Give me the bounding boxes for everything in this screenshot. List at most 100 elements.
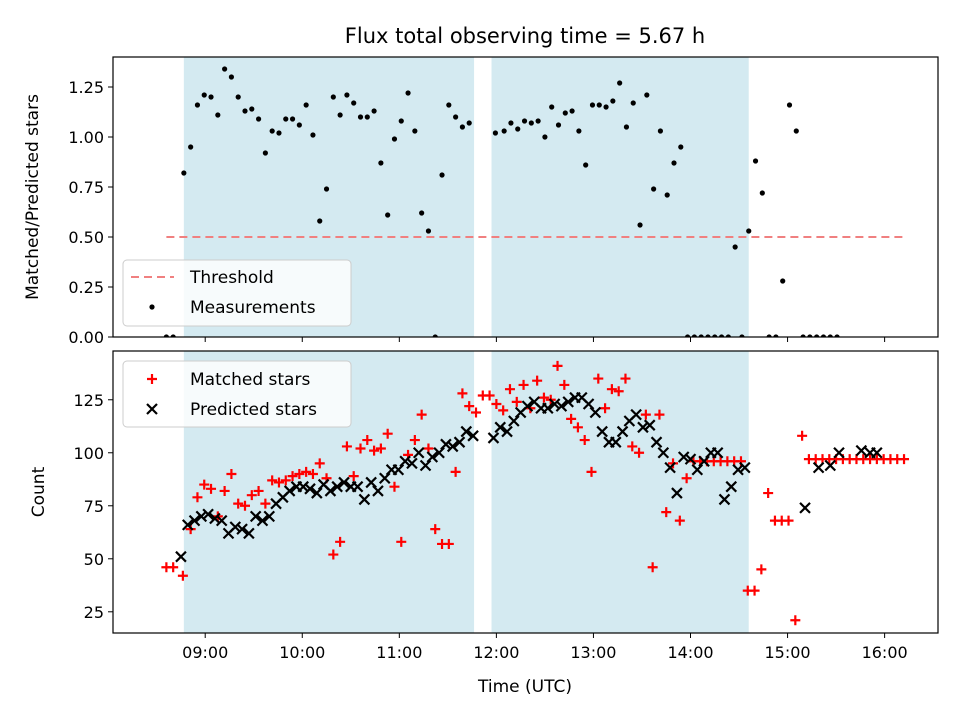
measurement-point [549, 104, 555, 110]
observing-window-2 [491, 57, 749, 337]
measurement-point [664, 192, 670, 198]
legend: Threshold Measurements [122, 259, 352, 327]
matched-star-point [511, 396, 522, 407]
measurement-point [562, 110, 568, 116]
matched-star-point [613, 386, 624, 397]
matched-star-point [206, 483, 217, 494]
measurement-point [793, 128, 799, 134]
measurement-point [222, 66, 228, 72]
predicted-star-point [650, 436, 663, 448]
matched-star-point [307, 468, 318, 479]
predicted-star-point [732, 463, 744, 476]
measurement-point [459, 124, 466, 130]
measurement-point [820, 334, 827, 337]
predicted-star-point [664, 461, 676, 474]
matched-star-point [267, 475, 278, 486]
predicted-star-point [188, 514, 201, 527]
matched-star-point [328, 549, 339, 560]
measurement-point [657, 128, 664, 134]
matched-star-point [362, 435, 373, 446]
predicted-star-point [812, 461, 825, 474]
plot-area [163, 66, 905, 337]
measurement-point [378, 160, 384, 166]
predicted-star-point [209, 512, 221, 525]
matched-star-point [287, 471, 298, 482]
matched-star-point [335, 536, 346, 547]
panel-frame [112, 56, 939, 338]
predicted-star-point [412, 446, 425, 459]
measurement-point [446, 102, 452, 108]
measurement-point [834, 334, 840, 337]
measurement-point [569, 108, 575, 114]
measurement-point [276, 130, 282, 136]
y-axis-label: Count [29, 466, 49, 517]
measurement-point [617, 80, 623, 86]
legend-predicted-label: Predicted stars [190, 400, 317, 420]
measurement-point [188, 144, 194, 150]
matched-star-point [443, 538, 454, 549]
y-tick-label: 125 [73, 391, 104, 410]
matched-star-point [749, 585, 760, 596]
predicted-star-point [494, 421, 507, 434]
legend-box [122, 259, 352, 327]
predicted-star-point [453, 436, 466, 448]
matched-star-point [559, 379, 570, 390]
matched-star-point [790, 615, 801, 626]
predicted-star-point [399, 455, 411, 468]
measurement-point [603, 104, 609, 110]
predicted-star-point [855, 444, 868, 457]
plot-area [161, 360, 910, 626]
predicted-star-point [589, 406, 602, 419]
matched-star-point [593, 373, 604, 384]
predicted-star-point [215, 514, 228, 527]
legend-box [122, 360, 352, 428]
x-axis-label: Time (UTC) [477, 677, 572, 697]
matched-star-point [457, 388, 468, 399]
matched-star-point [586, 466, 597, 477]
predicted-star-point [446, 440, 459, 453]
measurement-point [780, 278, 786, 284]
x-tick-label: 13:00 [570, 643, 616, 662]
predicted-star-point [718, 493, 731, 506]
matched-star-point [382, 428, 393, 439]
predicted-star-point [562, 396, 574, 408]
measurement-point [705, 334, 711, 337]
measurement-point [181, 170, 187, 176]
measurement-point [357, 114, 364, 120]
y-tick-label: 0.75 [68, 178, 104, 197]
measurement-point [163, 334, 169, 337]
predicted-star-point [249, 510, 262, 523]
matched-star-point [674, 515, 685, 526]
y-tick-label: 0.50 [68, 228, 104, 247]
measurement-point [637, 222, 643, 228]
matched-star-point [355, 443, 366, 454]
predicted-star-point [698, 455, 710, 468]
measurement-point [501, 128, 507, 134]
predicted-star-point [671, 487, 683, 499]
matched-star-point [396, 536, 407, 547]
legend: Matched stars Predicted stars [122, 360, 352, 428]
matched-star-point [763, 488, 774, 499]
observing-window-2 [491, 351, 749, 633]
measurement-point [351, 100, 357, 106]
matched-star-point [409, 435, 420, 446]
matched-star-point [681, 473, 692, 484]
matched-star-point [634, 447, 645, 458]
predicted-star-point [256, 514, 269, 527]
measurement-point [610, 98, 616, 104]
measurement-point [303, 102, 309, 108]
measurement-point [235, 94, 241, 100]
predicted-star-point [324, 485, 337, 497]
measurement-point [583, 162, 589, 168]
predicted-star-point [582, 398, 595, 410]
predicted-star-point [433, 446, 445, 459]
y-tick-label: 75 [84, 497, 104, 516]
predicted-star-point [833, 446, 845, 459]
matched-star-point [450, 466, 461, 477]
y-tick-label: 25 [84, 603, 104, 622]
matched-star-point [579, 435, 590, 446]
predicted-star-point [263, 510, 276, 523]
predicted-star-point [351, 480, 364, 493]
predicted-star-point [521, 400, 534, 412]
predicted-star-point [630, 408, 642, 421]
